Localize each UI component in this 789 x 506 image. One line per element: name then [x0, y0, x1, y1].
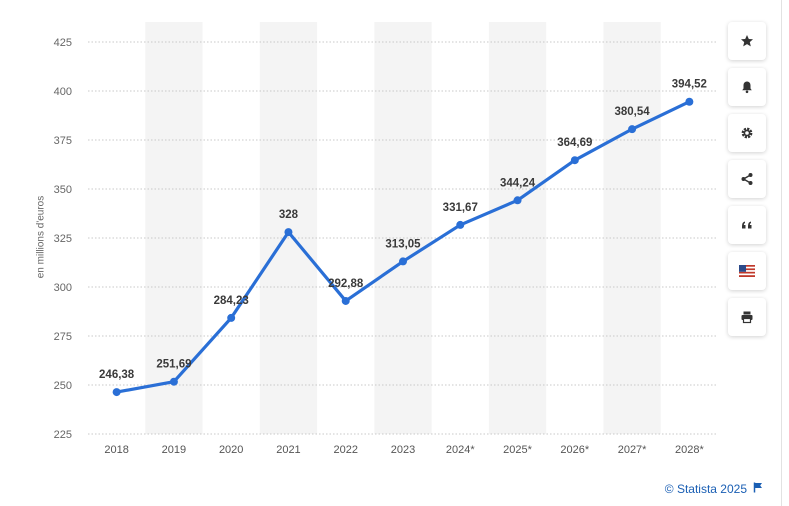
data-label: 313,05: [385, 238, 421, 250]
data-label: 328: [279, 209, 299, 221]
flag-icon: [753, 482, 763, 496]
gear-icon: [740, 126, 754, 140]
data-point: [227, 313, 236, 322]
print-icon: [740, 310, 754, 324]
x-tick-label: 2025*: [503, 444, 532, 456]
y-tick-label: 375: [54, 135, 72, 147]
data-point: [341, 296, 350, 305]
x-tick-label: 2019: [162, 444, 186, 456]
region-button[interactable]: [728, 252, 766, 290]
flag-icon: [739, 265, 755, 277]
x-tick-label: 2027*: [618, 444, 647, 456]
data-label: 284,23: [214, 295, 249, 307]
y-tick-label: 400: [54, 86, 72, 98]
data-point: [169, 377, 178, 386]
y-tick-label: 325: [54, 233, 72, 245]
side-toolbar: [728, 22, 766, 344]
print-button[interactable]: [728, 298, 766, 336]
data-point: [513, 196, 522, 205]
panel-border: [781, 0, 782, 506]
settings-button[interactable]: [728, 114, 766, 152]
data-label: 292,88: [328, 278, 364, 290]
credit-text[interactable]: © Statista 2025: [664, 482, 747, 496]
x-tick-label: 2024*: [446, 444, 475, 456]
share-icon: [740, 172, 754, 186]
column-band: [259, 22, 318, 434]
cite-button[interactable]: [728, 206, 766, 244]
x-tick-label: 2020: [219, 444, 243, 456]
x-tick-label: 2028*: [675, 444, 704, 456]
x-tick-label: 2023: [391, 444, 415, 456]
y-tick-label: 425: [54, 37, 72, 49]
column-band: [145, 22, 203, 434]
favorite-button[interactable]: [728, 22, 766, 60]
y-tick-label: 350: [54, 184, 72, 196]
y-tick-label: 300: [54, 282, 72, 294]
data-point: [628, 125, 637, 134]
y-axis-label: en millions d'euros: [35, 195, 47, 279]
data-point: [685, 97, 694, 106]
data-point: [112, 388, 121, 397]
data-label: 246,38: [99, 369, 135, 381]
x-tick-label: 2018: [104, 444, 128, 456]
data-point: [399, 257, 407, 266]
column-band: [603, 22, 661, 434]
data-label: 344,24: [500, 177, 536, 189]
y-tick-label: 275: [54, 331, 72, 343]
data-point: [456, 220, 465, 229]
bell-icon: [740, 80, 754, 94]
x-tick-label: 2021: [276, 444, 300, 456]
data-label: 331,67: [443, 202, 478, 214]
notification-button[interactable]: [728, 68, 766, 106]
data-label: 394,52: [672, 79, 707, 91]
y-tick-label: 225: [54, 429, 72, 441]
star-icon: [740, 34, 754, 48]
data-label: 364,69: [557, 137, 592, 149]
y-tick-label: 250: [54, 380, 72, 392]
statista-credit[interactable]: © Statista 2025: [665, 482, 763, 496]
share-button[interactable]: [728, 160, 766, 198]
column-band: [488, 22, 547, 434]
data-label: 251,69: [156, 359, 191, 371]
x-tick-label: 2026*: [560, 444, 589, 456]
data-point: [284, 228, 293, 237]
data-point: [570, 156, 579, 165]
x-tick-label: 2022: [333, 444, 357, 456]
column-band: [374, 22, 432, 434]
data-label: 380,54: [614, 106, 650, 118]
quote-icon: [740, 218, 754, 232]
